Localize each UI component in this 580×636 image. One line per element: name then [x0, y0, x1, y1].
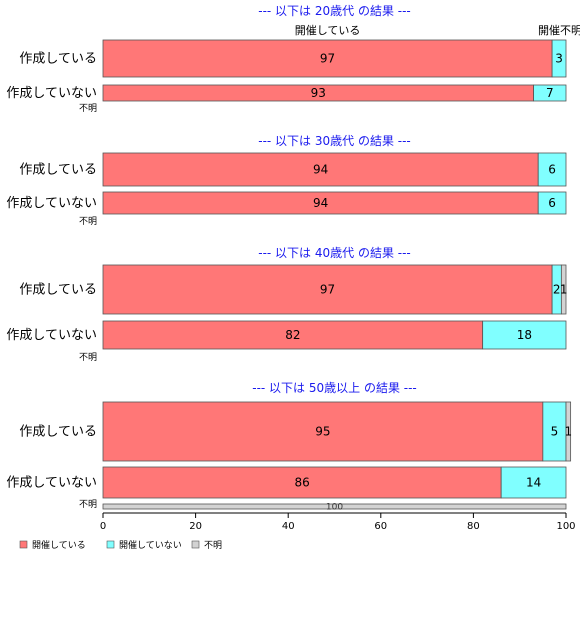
x-tick-label: 100 — [556, 521, 575, 532]
data-label: 100 — [326, 503, 343, 513]
x-tick-label: 40 — [282, 521, 295, 532]
column-header: 開催している — [295, 23, 361, 37]
bar-segment — [102, 466, 502, 499]
legend-label: 開催していない — [119, 539, 182, 551]
bar-segment — [560, 264, 567, 315]
category-label: 不明 — [79, 499, 97, 510]
bar-segment — [551, 39, 567, 78]
data-label: 86 — [294, 476, 309, 490]
data-label: 5 — [551, 425, 559, 439]
category-label: 作成していない — [6, 328, 97, 343]
legend-label: 不明 — [204, 540, 222, 551]
legend-swatch — [191, 540, 200, 549]
data-label: 97 — [320, 52, 335, 66]
bar-segment — [500, 466, 567, 499]
bar-segment — [537, 152, 567, 187]
category-label: 作成していない — [6, 196, 97, 211]
category-label: 不明 — [79, 216, 97, 227]
data-label: 93 — [311, 86, 326, 100]
legend-label: 開催している — [32, 539, 86, 551]
legend-swatch — [106, 540, 115, 549]
panel-title: --- 以下は 50歳以上 の結果 --- — [252, 381, 417, 395]
category-label: 作成している — [19, 52, 97, 67]
bar-segment — [482, 320, 567, 350]
bar-segment — [102, 152, 539, 187]
data-label: 95 — [315, 425, 330, 439]
bar-segment — [565, 401, 572, 462]
data-label: 6 — [548, 163, 556, 177]
category-label: 作成していない — [6, 476, 97, 491]
bar-segment — [533, 84, 567, 102]
data-label: 82 — [285, 328, 300, 342]
data-label: 2 — [553, 283, 561, 297]
data-label: 94 — [313, 196, 328, 210]
column-header-overlap: 開催不明 — [538, 23, 580, 37]
data-label: 97 — [320, 283, 335, 297]
bar-segment — [102, 39, 553, 78]
data-label: 7 — [546, 86, 554, 100]
bar-segment — [102, 264, 553, 315]
category-label: 作成していない — [6, 86, 97, 101]
category-label: 不明 — [79, 352, 97, 363]
category-label: 作成している — [19, 283, 97, 298]
category-label: 作成している — [19, 425, 97, 440]
bar-segment — [102, 320, 484, 350]
panel-title: --- 以下は 30歳代 の結果 --- — [258, 134, 411, 148]
x-tick-label: 80 — [467, 521, 480, 532]
data-label: 94 — [313, 163, 328, 177]
bar-segment — [537, 191, 567, 215]
x-tick-label: 0 — [100, 521, 106, 532]
x-tick-label: 20 — [189, 521, 202, 532]
bar-segment — [102, 503, 567, 510]
data-label: 3 — [555, 52, 563, 66]
category-label: 作成している — [19, 163, 97, 178]
panel-title: --- 以下は 40歳代 の結果 --- — [258, 246, 411, 260]
panel-title: --- 以下は 20歳代 の結果 --- — [258, 4, 411, 18]
data-label: 6 — [548, 196, 556, 210]
data-label: 1 — [564, 425, 572, 439]
data-label: 1 — [560, 283, 568, 297]
x-tick-label: 60 — [374, 521, 387, 532]
bar-segment — [102, 401, 544, 462]
legend-swatch — [19, 540, 28, 549]
category-label: 不明 — [79, 103, 97, 114]
data-label: 18 — [517, 328, 532, 342]
data-label: 14 — [526, 476, 541, 490]
